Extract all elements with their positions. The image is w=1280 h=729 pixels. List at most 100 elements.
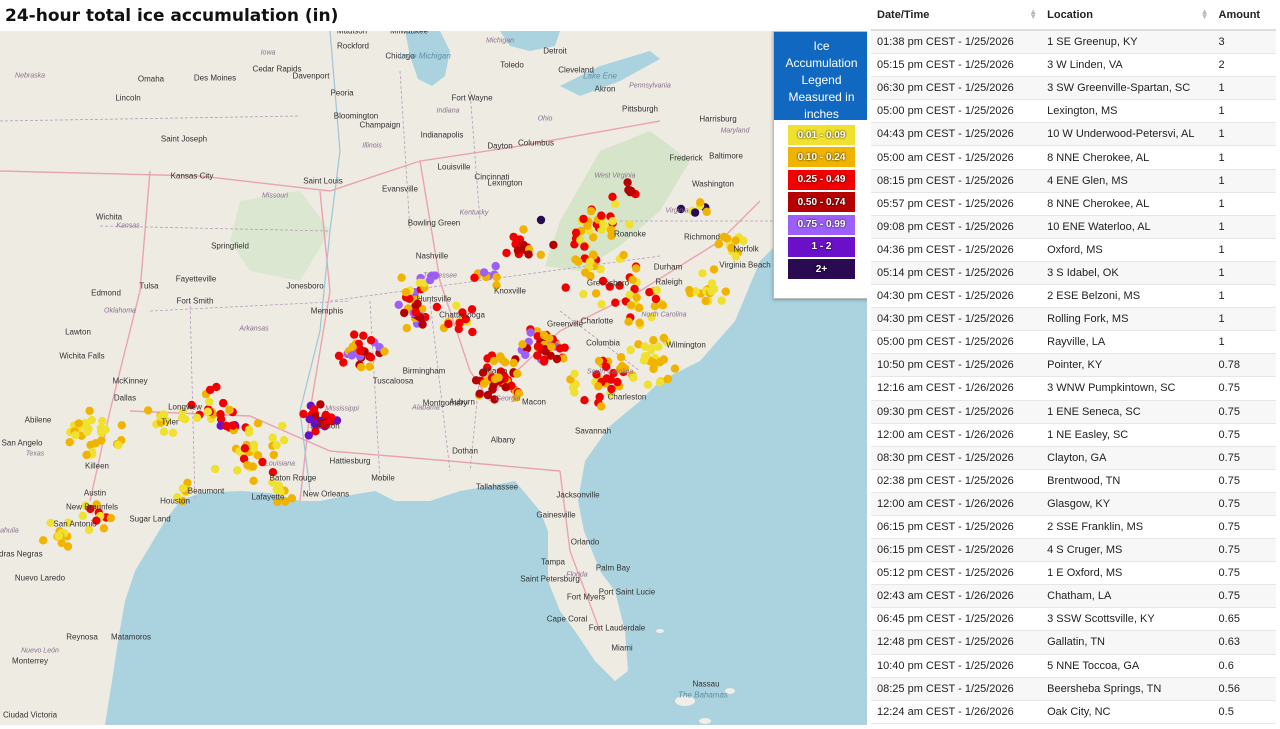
report-marker[interactable]	[82, 450, 91, 460]
report-marker[interactable]	[183, 478, 192, 487]
report-marker[interactable]	[519, 225, 528, 234]
report-marker[interactable]	[709, 265, 719, 274]
report-marker[interactable]	[178, 484, 188, 493]
report-marker[interactable]	[497, 355, 507, 364]
table-row[interactable]: 12:48 pm CEST - 1/25/2026 Gallatin, TN 0.6…	[871, 630, 1276, 655]
report-marker[interactable]	[311, 427, 320, 436]
report-marker[interactable]	[339, 358, 348, 367]
report-marker[interactable]	[461, 315, 470, 324]
table-row[interactable]: 06:45 pm CEST - 1/25/2026 3 SSW Scottsvil…	[871, 607, 1276, 632]
table-row[interactable]: 08:30 pm CEST - 1/25/2026 Clayton, GA 0.75	[871, 446, 1276, 470]
report-marker[interactable]	[418, 320, 427, 329]
report-marker[interactable]	[524, 250, 533, 259]
table-row[interactable]: 05:12 pm CEST - 1/25/2026 1 E Oxford, MS 0…	[871, 561, 1276, 586]
table-row[interactable]: 05:00 pm CEST - 1/25/2026 Rayville, LA 1	[871, 330, 1276, 355]
report-marker[interactable]	[458, 308, 467, 317]
report-marker[interactable]	[635, 303, 644, 313]
report-marker[interactable]	[192, 413, 202, 422]
report-marker[interactable]	[366, 336, 376, 345]
report-marker[interactable]	[394, 300, 403, 309]
report-marker[interactable]	[513, 369, 522, 378]
report-marker[interactable]	[598, 276, 608, 286]
report-marker[interactable]	[640, 342, 650, 351]
table-row[interactable]: 02:38 pm CEST - 1/25/2026 Brentwood, TN 0.…	[871, 469, 1276, 493]
table-row[interactable]: 04:43 pm CEST - 1/25/2026 10 W Underwood-…	[871, 122, 1276, 147]
report-marker[interactable]	[647, 312, 656, 322]
report-marker[interactable]	[281, 497, 290, 506]
report-marker[interactable]	[380, 347, 389, 356]
table-row[interactable]: 05:14 pm CEST - 1/25/2026 3 S Idabel, OK 1	[871, 261, 1276, 286]
report-marker[interactable]	[545, 334, 554, 343]
report-marker[interactable]	[596, 264, 605, 274]
report-marker[interactable]	[356, 363, 366, 372]
report-marker[interactable]	[606, 225, 616, 234]
table-row[interactable]: 06:15 pm CEST - 1/25/2026 2 SSE Franklin,…	[871, 515, 1276, 540]
table-row[interactable]: 04:30 pm CEST - 1/25/2026 Rolling Fork, M…	[871, 307, 1276, 332]
report-marker[interactable]	[455, 318, 464, 328]
report-marker[interactable]	[651, 294, 661, 304]
report-marker[interactable]	[731, 252, 741, 261]
report-marker[interactable]	[536, 250, 545, 259]
report-marker[interactable]	[670, 364, 680, 373]
report-marker[interactable]	[411, 302, 420, 311]
report-marker[interactable]	[663, 374, 673, 384]
column-header-amount[interactable]: Amount	[1212, 0, 1276, 31]
report-marker[interactable]	[727, 243, 736, 253]
report-marker[interactable]	[243, 460, 252, 470]
report-marker[interactable]	[347, 351, 356, 360]
report-marker[interactable]	[611, 298, 620, 307]
report-marker[interactable]	[611, 200, 620, 209]
report-marker[interactable]	[607, 231, 616, 240]
report-marker[interactable]	[587, 206, 596, 216]
report-marker[interactable]	[366, 353, 376, 362]
report-marker[interactable]	[471, 376, 481, 385]
report-marker[interactable]	[405, 294, 414, 303]
report-marker[interactable]	[470, 273, 479, 282]
report-marker[interactable]	[641, 351, 651, 361]
report-marker[interactable]	[617, 361, 627, 371]
report-marker[interactable]	[359, 331, 368, 340]
report-marker[interactable]	[475, 389, 484, 398]
report-marker[interactable]	[597, 211, 606, 220]
report-marker[interactable]	[561, 283, 570, 292]
report-marker[interactable]	[268, 433, 277, 442]
column-header-location[interactable]: Location ▲ ▼	[1041, 0, 1213, 31]
report-marker[interactable]	[87, 415, 97, 425]
report-marker[interactable]	[327, 413, 336, 422]
report-marker[interactable]	[643, 380, 653, 389]
report-marker[interactable]	[594, 356, 604, 366]
report-marker[interactable]	[483, 390, 493, 400]
report-marker[interactable]	[555, 344, 565, 353]
report-marker[interactable]	[310, 419, 319, 429]
report-marker[interactable]	[602, 362, 611, 372]
report-marker[interactable]	[650, 302, 660, 311]
table-row[interactable]: 12:16 am CEST - 1/26/2026 3 WNW Pumpkinto…	[871, 376, 1276, 401]
report-marker[interactable]	[592, 370, 601, 379]
report-marker[interactable]	[648, 358, 658, 367]
report-marker[interactable]	[187, 400, 196, 410]
report-marker[interactable]	[222, 421, 231, 431]
report-marker[interactable]	[400, 308, 409, 318]
report-marker[interactable]	[635, 318, 644, 327]
report-marker[interactable]	[489, 356, 499, 366]
table-row[interactable]: 09:30 pm CEST - 1/25/2026 1 ENE Seneca, S…	[871, 400, 1276, 424]
report-marker[interactable]	[626, 186, 635, 195]
report-marker[interactable]	[219, 398, 228, 408]
table-row[interactable]: 04:30 pm CEST - 1/25/2026 2 ESE Belzoni, …	[871, 284, 1276, 309]
report-marker[interactable]	[63, 542, 73, 551]
report-marker[interactable]	[616, 353, 626, 362]
report-marker[interactable]	[334, 351, 344, 360]
report-marker[interactable]	[605, 282, 614, 291]
report-marker[interactable]	[82, 427, 92, 437]
report-marker[interactable]	[276, 487, 285, 496]
report-marker[interactable]	[99, 524, 109, 533]
report-marker[interactable]	[287, 494, 297, 503]
table-row[interactable]: 12:00 am CEST - 1/26/2026 1 NE Easley, SC…	[871, 423, 1276, 447]
report-marker[interactable]	[106, 513, 116, 523]
report-marker[interactable]	[173, 492, 182, 502]
report-marker[interactable]	[539, 357, 549, 366]
report-marker[interactable]	[649, 364, 658, 374]
reports-table-container[interactable]: Date/Time ▲ ▼ Location ▲ ▼ Amount 01:38 pm C…	[871, 0, 1280, 729]
report-marker[interactable]	[626, 345, 635, 355]
report-marker[interactable]	[719, 232, 728, 242]
